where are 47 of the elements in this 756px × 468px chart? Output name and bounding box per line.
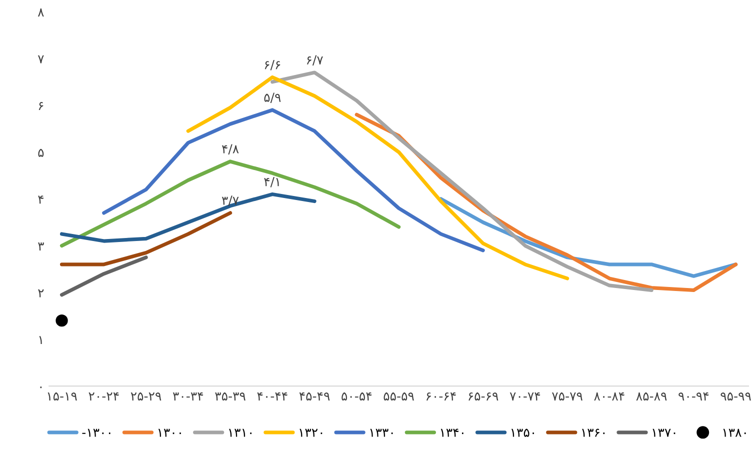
y-tick-label: ۶: [38, 102, 44, 110]
legend-label: ۱۳۱۰: [229, 428, 252, 437]
y-tick-label: ۵: [38, 148, 44, 157]
x-tick-label: ۳۵-۳۹: [215, 392, 246, 401]
annotation: ۶/۶: [264, 60, 280, 70]
line-series: [60, 211, 232, 266]
x-tick-label: ۸۰-۸۴: [594, 392, 624, 400]
annotation: ۵/۹: [264, 92, 281, 103]
y-tick-label: ۸: [38, 8, 44, 16]
y-tick-label: ۳: [38, 242, 44, 250]
x-tick-label: ۱۵-۱۹: [48, 392, 77, 401]
x-tick-label: ۷۵-۷۹: [552, 392, 582, 401]
legend-label: ۱۳۷۰: [652, 428, 676, 437]
annotation: ۴/۱: [264, 176, 279, 188]
legend-label: ۱۳۸۰: [723, 428, 746, 437]
legend-label: ۱۳۴۰: [440, 428, 464, 437]
y-tick-label: ۲: [38, 289, 44, 298]
x-tick-label: ۴۵-۴۹: [299, 392, 330, 401]
x-tick-label: ۲۵-۲۹: [130, 392, 162, 401]
y-tick-label: ۰: [40, 386, 42, 388]
legend-label: ۱۳۲۰: [300, 428, 322, 437]
line-series: [60, 160, 401, 248]
line-series: [60, 192, 316, 243]
x-tick-label: ۷۰-۷۴: [510, 392, 540, 400]
x-tick-label: ۶۰-۶۴: [426, 392, 456, 400]
legend-label: ۱۳۶۰: [582, 428, 605, 437]
annotation: ۳/۷: [222, 196, 239, 206]
legend-label: ۱۳۰۰: [158, 428, 181, 437]
line-series: [102, 108, 485, 252]
x-tick-label: ۲۰-۲۴: [88, 392, 119, 400]
y-tick-label: ۷: [38, 55, 44, 64]
x-tick-label: ۸۵-۸۹: [636, 392, 667, 401]
legend-label: ۱۳۵۰: [511, 428, 534, 437]
x-tick-label: ۹۵-۹۹: [720, 392, 751, 401]
y-tick-label: ۴: [38, 196, 44, 204]
x-tick-label: ۵۵-۵۹: [384, 392, 414, 401]
x-tick-label: ۵۰-۵۴: [342, 392, 372, 401]
x-tick-label: ۴۰-۴۴: [257, 392, 288, 400]
x-tick-label: ۹۰-۹۴: [678, 392, 709, 400]
annotation: ۶/۷: [306, 55, 323, 66]
x-tick-label: ۳۰-۳۴: [172, 392, 204, 400]
line-series: [186, 75, 570, 280]
x-tick-label: ۶۵-۶۹: [468, 392, 498, 401]
annotation: ۴/۸: [222, 144, 239, 154]
legend-label: ۱۳۳۰: [370, 428, 393, 437]
y-tick-label: ۱: [39, 336, 42, 344]
legend-label: -۱۳۰۰: [82, 428, 110, 437]
